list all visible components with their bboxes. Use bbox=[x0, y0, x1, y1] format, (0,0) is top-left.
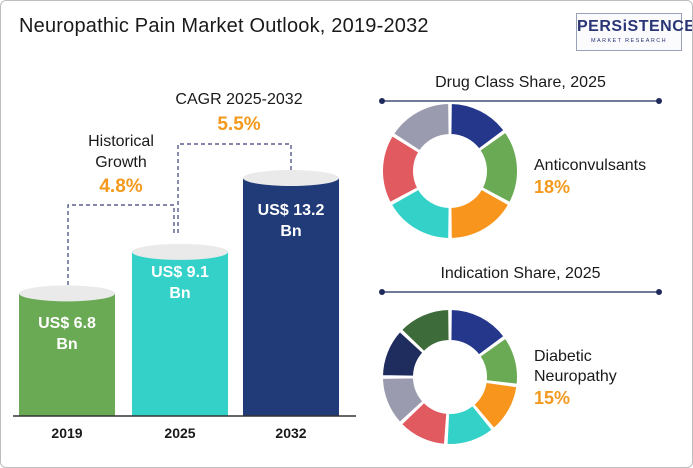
historical-growth-connector bbox=[67, 204, 175, 285]
donut1-slice-2 bbox=[477, 130, 519, 205]
page-title: Neuropathic Pain Market Outlook, 2019-20… bbox=[19, 15, 429, 37]
anticonvulsants-value: 18% bbox=[534, 177, 571, 197]
x-tick-2025: 2025 bbox=[164, 425, 196, 441]
bar-2032 bbox=[243, 170, 339, 416]
bar-value-label-2019: US$ 6.8 Bn bbox=[19, 313, 115, 355]
x-tick-2032: 2032 bbox=[275, 425, 307, 441]
donut2-slice-7 bbox=[380, 329, 425, 378]
diabetic-neuropathy-label-line2: Neuropathy bbox=[534, 368, 617, 385]
x-tick-2019: 2019 bbox=[51, 425, 83, 441]
bar-value-label-2025: US$ 9.1 Bn bbox=[132, 262, 228, 304]
bar-2019 bbox=[19, 285, 115, 416]
cagr-label: CAGR 2025-2032 bbox=[175, 91, 303, 108]
indication-title: Indication Share, 2025 bbox=[440, 265, 601, 282]
drug-class-title-rule bbox=[379, 98, 662, 104]
logo-wordmark: PERSiSTENCE bbox=[577, 18, 693, 35]
donut1-slice-6 bbox=[391, 101, 451, 153]
bar-2025 bbox=[132, 243, 228, 416]
anticonvulsants-label: Anticonvulsants bbox=[534, 157, 647, 174]
donut1-slice-3 bbox=[449, 187, 511, 241]
bar-value-label-2032: US$ 13.2 Bn bbox=[243, 200, 339, 242]
drug-class-title: Drug Class Share, 2025 bbox=[435, 74, 606, 91]
indication-donut bbox=[380, 307, 519, 446]
donut2-slice-3 bbox=[471, 380, 519, 431]
cagr-value: 5.5% bbox=[217, 114, 261, 135]
diabetic-neuropathy-value: 15% bbox=[534, 388, 571, 408]
historical-growth-value: 4.8% bbox=[99, 176, 143, 197]
bar-value-amount-2025: US$ 9.1 bbox=[151, 264, 209, 281]
bar-value-unit-2032: Bn bbox=[280, 223, 302, 240]
donut2-slice-4 bbox=[445, 403, 495, 446]
donut2-slice-5 bbox=[399, 400, 449, 446]
bar-value-amount-2019: US$ 6.8 bbox=[38, 315, 96, 332]
indication-title-rule bbox=[379, 289, 662, 295]
historical-growth-label-line2: Growth bbox=[95, 154, 147, 171]
bar-value-unit-2025: Bn bbox=[169, 285, 191, 302]
drug-class-donut bbox=[381, 101, 519, 241]
donut2-slice-2 bbox=[477, 336, 519, 386]
donut2-slice-1 bbox=[449, 307, 506, 357]
brand-logo: PERSiSTENCE MARKET RESEARCH bbox=[576, 13, 693, 51]
bar-value-amount-2032: US$ 13.2 bbox=[257, 202, 325, 219]
donut2-slice-8 bbox=[399, 307, 451, 354]
bar-value-unit-2019: Bn bbox=[56, 336, 78, 353]
diabetic-neuropathy-label-line1: Diabetic bbox=[534, 348, 592, 365]
donut1-slice-5 bbox=[381, 133, 421, 205]
donut2-slice-6 bbox=[380, 376, 425, 425]
bar-chart bbox=[13, 143, 356, 417]
donut1-slice-1 bbox=[449, 101, 506, 151]
logo-tagline: MARKET RESEARCH bbox=[591, 38, 667, 44]
donut1-slice-4 bbox=[389, 187, 451, 241]
cagr-connector bbox=[177, 143, 292, 233]
historical-growth-label-line1: Historical bbox=[88, 133, 154, 150]
